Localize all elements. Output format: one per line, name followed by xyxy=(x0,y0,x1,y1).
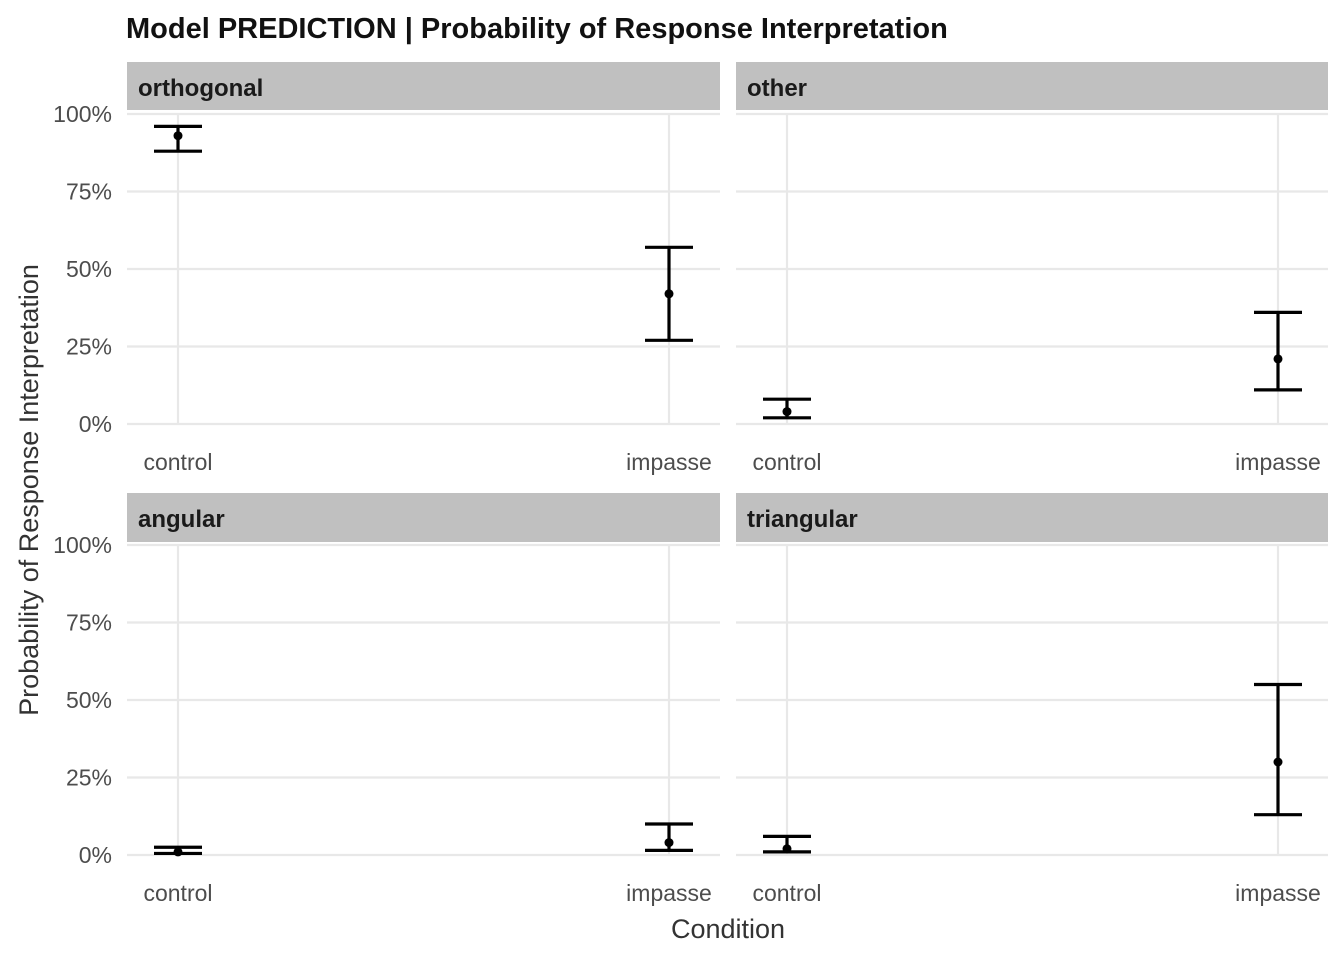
y-tick-label: 0% xyxy=(79,411,112,437)
panel-angular: angular 0% 25% 50% 75% 100% control impasse xyxy=(53,493,720,906)
errorbar-impasse xyxy=(1254,682,1302,817)
facet-strip xyxy=(127,493,720,542)
facet-label: angular xyxy=(138,506,225,533)
y-tick-label: 25% xyxy=(66,334,112,360)
panel-triangular: triangular control impasse xyxy=(736,493,1328,906)
errorbar-control xyxy=(154,124,202,153)
panel-orthogonal: orthogonal 0% 25% 50% 75% 100% control impasse xyxy=(53,62,720,475)
point-estimate xyxy=(664,838,674,848)
x-tick-label: control xyxy=(143,880,212,906)
y-tick-label: 50% xyxy=(66,256,112,282)
point-estimate xyxy=(1273,757,1283,767)
chart-title: Model PREDICTION | Probability of Respon… xyxy=(126,13,948,45)
y-tick-label: 75% xyxy=(66,610,112,636)
x-axis-title: Condition xyxy=(671,914,785,944)
x-tick-label: impasse xyxy=(626,449,712,475)
facet-strip xyxy=(736,62,1328,110)
y-tick-label: 0% xyxy=(79,842,112,868)
x-tick-label: control xyxy=(752,449,821,475)
x-tick-label: control xyxy=(752,880,821,906)
point-estimate xyxy=(173,847,183,857)
y-axis-title: Probability of Response Interpretation xyxy=(14,264,44,716)
y-tick-label: 50% xyxy=(66,687,112,713)
errorbar-impasse xyxy=(1254,310,1302,392)
x-tick-label: control xyxy=(143,449,212,475)
x-tick-label: impasse xyxy=(1235,449,1321,475)
y-tick-label: 25% xyxy=(66,765,112,791)
y-tick-label: 100% xyxy=(53,101,112,127)
errorbar-control xyxy=(763,397,811,420)
point-estimate xyxy=(1273,354,1283,364)
panel-other: other control impasse xyxy=(736,62,1328,475)
errorbar-impasse xyxy=(645,245,693,342)
facet-strip xyxy=(127,62,720,110)
errorbar-control xyxy=(763,834,811,854)
point-estimate xyxy=(782,844,792,854)
errorbar-impasse xyxy=(645,822,693,852)
y-tick-label: 100% xyxy=(53,532,112,558)
x-tick-label: impasse xyxy=(1235,880,1321,906)
errorbar-control xyxy=(154,845,202,857)
y-tick-label: 75% xyxy=(66,179,112,205)
facet-strip xyxy=(736,493,1328,542)
facet-label: other xyxy=(747,75,807,102)
point-estimate xyxy=(782,407,792,417)
facet-label: triangular xyxy=(747,506,858,533)
x-tick-label: impasse xyxy=(626,880,712,906)
point-estimate xyxy=(173,131,183,141)
facet-label: orthogonal xyxy=(138,75,263,102)
point-estimate xyxy=(664,289,674,299)
